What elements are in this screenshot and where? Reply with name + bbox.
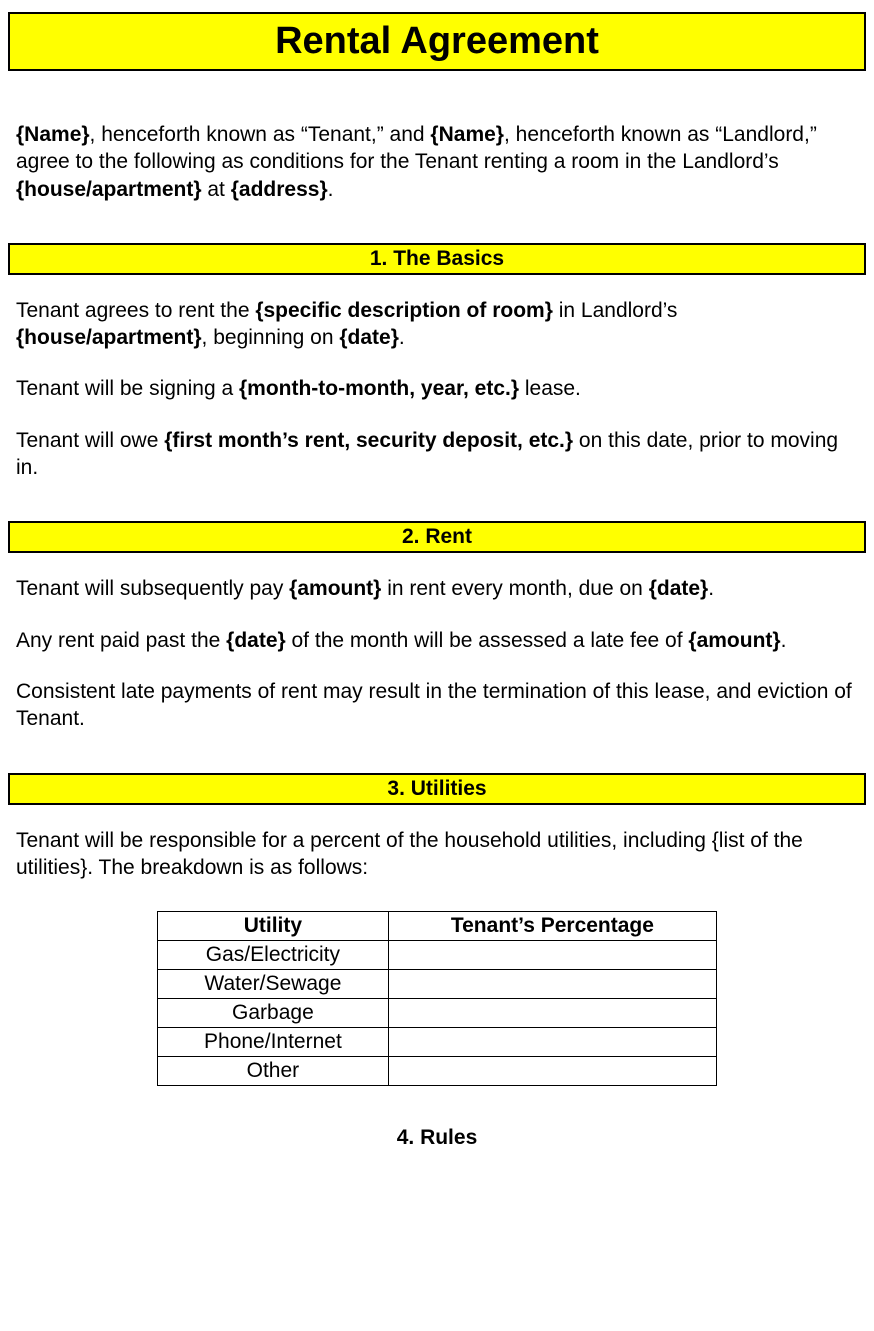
placeholder-text: {date} — [226, 629, 286, 652]
table-header-utility: Utility — [158, 912, 389, 941]
body-text: . — [399, 326, 405, 349]
body-text: . — [328, 178, 334, 201]
placeholder-text: {house/apartment} — [16, 326, 202, 349]
placeholder-text: {specific description of room} — [255, 299, 553, 322]
body-text: at — [202, 178, 231, 201]
paragraph: Tenant will be signing a {month-to-month… — [16, 375, 858, 402]
table-cell — [388, 1057, 716, 1086]
placeholder-text: {house/apartment} — [16, 178, 202, 201]
table-cell — [388, 941, 716, 970]
intro-paragraph: {Name}, henceforth known as “Tenant,” an… — [8, 121, 866, 203]
section-heading-rules: 4. Rules — [8, 1126, 866, 1150]
body-text: in rent every month, due on — [381, 577, 648, 600]
body-text: Tenant will owe — [16, 429, 164, 452]
body-text: Any rent paid past the — [16, 629, 226, 652]
body-text: Tenant agrees to rent the — [16, 299, 255, 322]
table-header-row: Utility Tenant’s Percentage — [158, 912, 717, 941]
table-cell — [388, 999, 716, 1028]
body-text: , henceforth known as “Tenant,” and — [90, 123, 431, 146]
body-text: Consistent late payments of rent may res… — [16, 680, 852, 730]
body-text: lease. — [519, 377, 581, 400]
page-title: Rental Agreement — [8, 12, 866, 71]
section-heading-basics: 1. The Basics — [8, 243, 866, 275]
body-text: of the month will be assessed a late fee… — [286, 629, 689, 652]
body-text: in Landlord’s — [553, 299, 678, 322]
body-text: Tenant will subsequently pay — [16, 577, 289, 600]
placeholder-text: {first month’s rent, security deposit, e… — [164, 429, 573, 452]
paragraph: Tenant will be responsible for a percent… — [16, 827, 858, 882]
body-text: . — [708, 577, 714, 600]
table-header-percentage: Tenant’s Percentage — [388, 912, 716, 941]
body-text: , beginning on — [202, 326, 340, 349]
table-cell — [388, 1028, 716, 1057]
paragraph: Any rent paid past the {date} of the mon… — [16, 627, 858, 654]
table-cell: Other — [158, 1057, 389, 1086]
utilities-table: Utility Tenant’s Percentage Gas/Electric… — [157, 911, 717, 1086]
paragraph: Tenant will subsequently pay {amount} in… — [16, 575, 858, 602]
table-row: Gas/Electricity — [158, 941, 717, 970]
placeholder-text: {amount} — [289, 577, 381, 600]
placeholder-text: {address} — [231, 178, 328, 201]
section-body-rent: Tenant will subsequently pay {amount} in… — [8, 575, 866, 732]
placeholder-text: {amount} — [688, 629, 780, 652]
section-heading-rent: 2. Rent — [8, 521, 866, 553]
placeholder-text: {month-to-month, year, etc.} — [239, 377, 519, 400]
table-row: Phone/Internet — [158, 1028, 717, 1057]
table-row: Other — [158, 1057, 717, 1086]
placeholder-text: {Name} — [430, 123, 504, 146]
table-cell: Gas/Electricity — [158, 941, 389, 970]
body-text: Tenant will be responsible for a percent… — [16, 829, 803, 879]
paragraph: Consistent late payments of rent may res… — [16, 678, 858, 733]
table-row: Garbage — [158, 999, 717, 1028]
body-text: Tenant will be signing a — [16, 377, 239, 400]
paragraph: Tenant agrees to rent the {specific desc… — [16, 297, 858, 352]
placeholder-text: {Name} — [16, 123, 90, 146]
placeholder-text: {date} — [649, 577, 709, 600]
table-cell: Garbage — [158, 999, 389, 1028]
document-page: Rental Agreement {Name}, henceforth know… — [0, 0, 874, 1162]
table-cell — [388, 970, 716, 999]
section-body-utilities: Tenant will be responsible for a percent… — [8, 827, 866, 882]
table-cell: Phone/Internet — [158, 1028, 389, 1057]
section-body-basics: Tenant agrees to rent the {specific desc… — [8, 297, 866, 481]
paragraph: Tenant will owe {first month’s rent, sec… — [16, 427, 858, 482]
table-cell: Water/Sewage — [158, 970, 389, 999]
table-row: Water/Sewage — [158, 970, 717, 999]
section-heading-utilities: 3. Utilities — [8, 773, 866, 805]
body-text: . — [781, 629, 787, 652]
placeholder-text: {date} — [339, 326, 399, 349]
